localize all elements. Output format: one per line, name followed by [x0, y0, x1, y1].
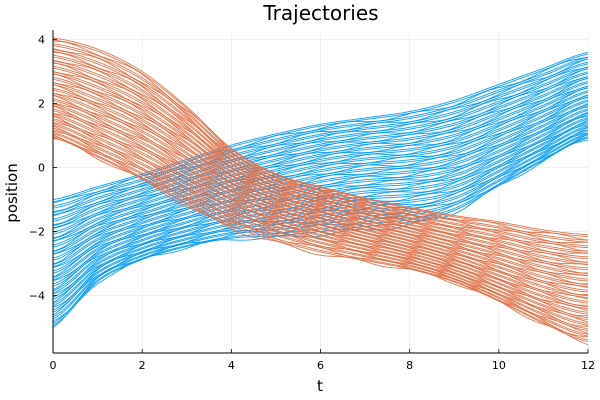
trajectory-line-0-31	[52, 96, 589, 261]
trajectory-line-0-52	[52, 63, 589, 216]
trajectory-line-1-7	[52, 129, 589, 332]
trajectory-line-0-39	[52, 85, 589, 242]
trajectory-line-1-10	[52, 124, 589, 326]
x-tick-label-4: 4	[228, 359, 235, 372]
trajectory-line-0-50	[52, 66, 589, 220]
y-tick-label-2: 2	[38, 98, 45, 111]
y-tick-label--4: −4	[29, 289, 45, 302]
trajectory-line-0-58	[52, 53, 589, 203]
trajectory-line-0-55	[52, 58, 589, 209]
trajectory-line-1-59	[52, 37, 589, 236]
trajectory-lines	[52, 37, 589, 346]
trajectory-line-1-4	[52, 133, 589, 337]
trajectory-line-0-27	[52, 103, 589, 268]
trajectory-line-0-40	[52, 82, 589, 242]
trajectory-line-1-57	[52, 40, 589, 241]
trajectory-line-0-33	[52, 94, 589, 255]
x-tick-label-10: 10	[492, 359, 506, 372]
trajectory-line-0-25	[52, 105, 589, 274]
trajectory-line-0-38	[52, 85, 589, 246]
x-tick-label-2: 2	[139, 359, 146, 372]
trajectory-line-0-30	[52, 97, 589, 265]
trajectory-line-1-36	[52, 82, 589, 277]
trajectory-line-0-37	[52, 87, 589, 248]
trajectory-line-1-45	[52, 62, 589, 263]
trajectory-line-1-46	[52, 62, 589, 260]
trajectory-line-1-13	[52, 119, 589, 321]
trajectory-line-1-22	[52, 105, 589, 304]
trajectory-line-1-35	[52, 82, 589, 280]
axes	[52, 30, 589, 354]
trajectory-line-1-16	[52, 115, 589, 315]
trajectory-line-1-48	[52, 59, 589, 254]
trajectory-line-0-35	[52, 90, 589, 252]
trajectory-line-0-51	[52, 66, 589, 217]
trajectory-line-1-40	[52, 73, 589, 271]
trajectory-line-1-28	[52, 94, 589, 293]
trajectory-line-0-44	[52, 76, 589, 233]
trajectory-line-0-36	[52, 87, 589, 252]
trajectory-line-0-42	[52, 78, 589, 239]
y-axis-label: position	[3, 163, 21, 222]
trajectory-line-0-23	[52, 108, 589, 278]
trajectory-line-1-43	[52, 67, 589, 265]
trajectory-line-0-32	[52, 94, 589, 259]
trajectory-line-1-47	[52, 60, 589, 258]
trajectory-line-1-49	[52, 56, 589, 254]
trajectory-line-1-37	[52, 78, 589, 276]
trajectory-line-0-29	[52, 99, 589, 265]
trajectory-line-0-43	[52, 77, 589, 235]
trajectory-line-1-41	[52, 71, 589, 269]
chart-title: Trajectories	[262, 1, 378, 25]
trajectory-line-1-1	[52, 137, 589, 343]
trajectory-line-1-52	[52, 50, 589, 249]
trajectory-line-1-58	[52, 39, 589, 237]
trajectory-line-1-39	[52, 73, 589, 274]
trajectory-line-1-38	[52, 76, 589, 274]
x-tick-label-0: 0	[50, 359, 57, 372]
trajectory-line-0-54	[52, 58, 589, 212]
trajectory-line-0-28	[52, 101, 589, 268]
trajectory-line-0-46	[52, 73, 589, 229]
trajectory-line-0-21	[52, 111, 589, 281]
y-tick-label-0: 0	[38, 162, 45, 175]
trajectory-line-0-47	[52, 71, 589, 226]
x-tick-label-6: 6	[317, 359, 324, 372]
trajectory-line-0-45	[52, 76, 589, 229]
trajectory-line-0-59	[52, 51, 589, 200]
tick-labels: 0 2 4 6 8 10 12 −4 −2 0 2 4	[29, 34, 595, 372]
trajectory-line-1-42	[52, 71, 589, 266]
trajectory-line-0-34	[52, 91, 589, 255]
trajectory-line-0-48	[52, 68, 589, 226]
trajectory-line-1-25	[52, 99, 589, 298]
trajectory-line-1-31	[52, 89, 589, 287]
y-tick-label--2: −2	[29, 225, 45, 238]
y-tick-label-4: 4	[38, 34, 45, 47]
trajectory-line-0-41	[52, 81, 589, 239]
trajectory-line-0-49	[52, 68, 589, 222]
x-axis-label: t	[317, 377, 323, 395]
trajectory-line-1-44	[52, 65, 589, 263]
trajectory-line-1-19	[52, 110, 589, 309]
x-tick-label-8: 8	[406, 359, 413, 372]
x-tick-label-12: 12	[581, 359, 595, 372]
trajectory-line-1-53	[52, 49, 589, 247]
trajectory-line-1-51	[52, 51, 589, 252]
trajectory-line-1-34	[52, 84, 589, 282]
trajectory-line-1-55	[52, 45, 589, 243]
